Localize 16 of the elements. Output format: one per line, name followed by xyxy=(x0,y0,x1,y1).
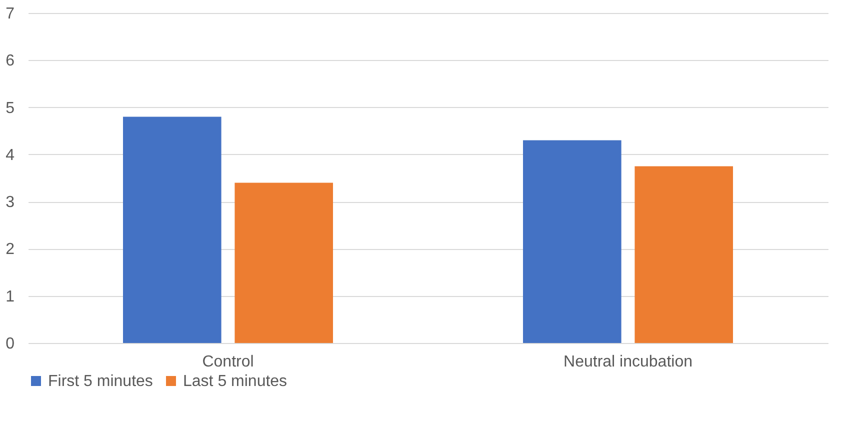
y-tick-label: 5 xyxy=(6,100,15,117)
y-tick-label: 1 xyxy=(6,288,15,306)
y-tick-label: 3 xyxy=(6,194,15,212)
bar xyxy=(523,140,622,343)
bar xyxy=(634,166,733,343)
bar xyxy=(123,116,222,343)
y-tick-label: 6 xyxy=(6,52,15,70)
x-tick-label: Neutral incubation xyxy=(564,354,692,370)
y-tick-label: 4 xyxy=(6,146,15,164)
y-tick-label: 2 xyxy=(6,241,15,258)
x-tick-label: Control xyxy=(202,354,254,370)
legend-label: Last 5 minutes xyxy=(183,373,288,390)
legend-label: First 5 minutes xyxy=(48,373,153,390)
bar xyxy=(234,182,333,343)
y-tick-label: 0 xyxy=(6,336,15,352)
y-tick-label: 7 xyxy=(6,6,15,22)
